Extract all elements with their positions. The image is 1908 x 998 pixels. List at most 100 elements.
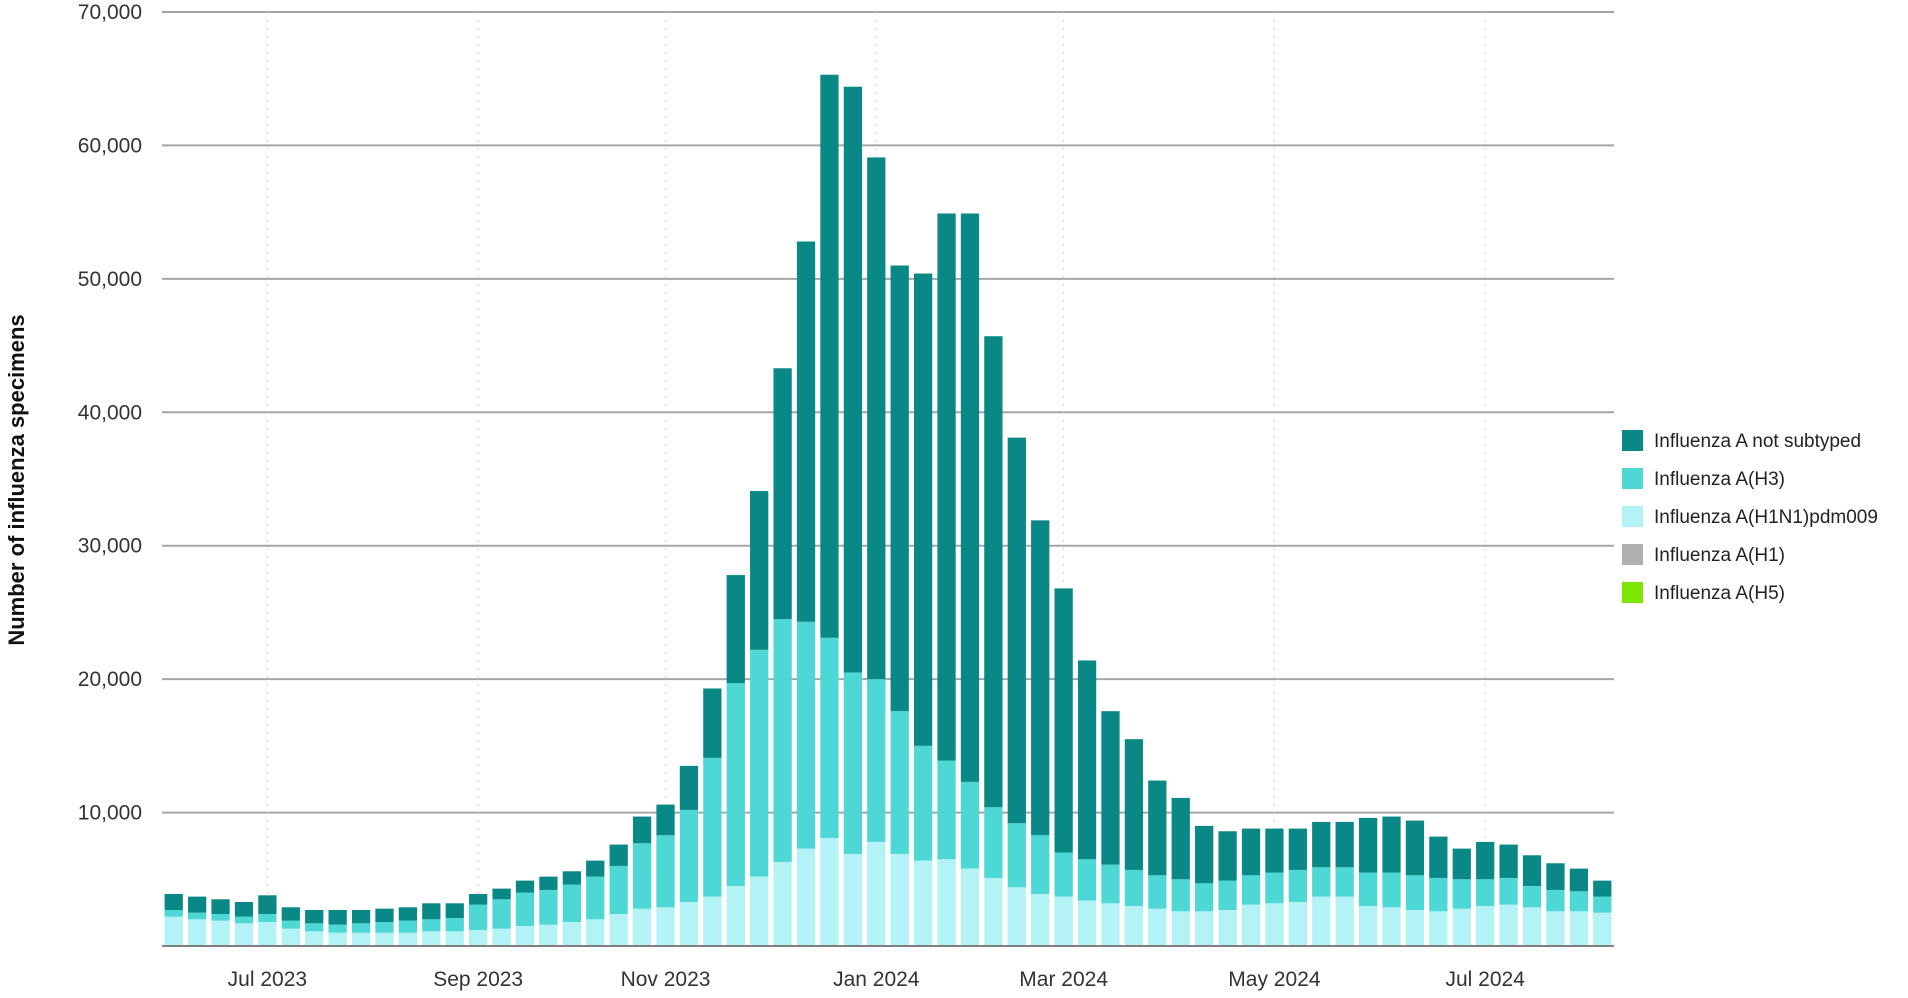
bar-segment bbox=[843, 86, 863, 673]
bar-segment bbox=[398, 920, 418, 933]
x-tick-label: Jan 2024 bbox=[833, 968, 920, 991]
bar-segment bbox=[1241, 875, 1261, 905]
bar-segment bbox=[328, 924, 347, 933]
bar-segment bbox=[632, 908, 652, 946]
bar-segment bbox=[1335, 821, 1354, 868]
bar-segment bbox=[164, 916, 183, 946]
bar-segment bbox=[1429, 911, 1448, 946]
bar-segment bbox=[281, 920, 300, 929]
x-axis: Jul 2023 Sep 2023 Nov 2023 Jan 2024 Mar 2024… bbox=[162, 945, 1614, 991]
bar-segment bbox=[164, 893, 183, 910]
bar-segment bbox=[1218, 831, 1237, 881]
bar-segment bbox=[1077, 900, 1097, 946]
bar-segment bbox=[1382, 907, 1401, 946]
bar-segment bbox=[1218, 909, 1237, 946]
bar-segment bbox=[773, 861, 792, 946]
legend-swatch bbox=[1622, 468, 1643, 489]
legend-label: Influenza A(H1N1)pdm009 bbox=[1654, 507, 1878, 528]
bar-segment bbox=[867, 841, 886, 946]
bar-segment bbox=[1335, 867, 1354, 897]
bar-segment bbox=[305, 923, 324, 932]
bar-segment bbox=[843, 853, 863, 946]
bar-segment bbox=[398, 907, 418, 921]
bar-segment bbox=[562, 921, 581, 946]
bar-segment bbox=[1241, 904, 1261, 946]
bar-segment bbox=[609, 865, 628, 914]
bar-segment bbox=[726, 575, 745, 684]
bar-segment bbox=[1312, 867, 1331, 897]
bar-segment bbox=[469, 904, 488, 930]
bar-segment bbox=[1405, 909, 1425, 946]
bar-segment bbox=[1218, 880, 1237, 910]
bar-segment bbox=[258, 913, 277, 922]
bar-segment bbox=[351, 923, 371, 933]
bar-segment bbox=[1382, 872, 1401, 908]
bar-segment bbox=[1171, 797, 1190, 880]
bar-segment bbox=[1101, 864, 1120, 904]
bar-segment bbox=[1007, 887, 1026, 946]
legend-swatch bbox=[1622, 582, 1643, 603]
bar-segment bbox=[1288, 869, 1307, 902]
bar-segment bbox=[937, 213, 956, 761]
bar-segment bbox=[1148, 780, 1167, 876]
legend-label: Influenza A(H1) bbox=[1654, 545, 1785, 566]
bar-segment bbox=[234, 923, 254, 946]
bar-segment bbox=[1476, 879, 1495, 906]
bar-segment bbox=[1522, 885, 1542, 908]
bar-segment bbox=[351, 932, 371, 946]
bar-segment bbox=[562, 884, 581, 922]
legend-swatch bbox=[1622, 544, 1643, 565]
bar-segment bbox=[820, 837, 839, 946]
bar-segment bbox=[1101, 903, 1120, 946]
bar-segment bbox=[750, 649, 769, 877]
bar-segment bbox=[1101, 711, 1120, 865]
bar-segment bbox=[187, 896, 207, 913]
bar-segment bbox=[1358, 817, 1378, 873]
bar-segment bbox=[656, 835, 675, 908]
bar-stacks bbox=[164, 74, 1612, 946]
bar-segment bbox=[258, 895, 277, 914]
bar-segment bbox=[632, 816, 652, 844]
bar-segment bbox=[679, 765, 699, 810]
bar-segment bbox=[375, 908, 394, 922]
bar-segment bbox=[445, 903, 464, 918]
bar-segment bbox=[609, 913, 628, 946]
y-axis-title: Number of influenza specimens bbox=[4, 314, 29, 645]
bar-segment bbox=[1593, 896, 1612, 913]
bar-segment bbox=[469, 893, 488, 905]
bar-segment bbox=[1241, 828, 1261, 876]
bar-segment bbox=[913, 860, 933, 946]
bar-segment bbox=[1358, 872, 1378, 906]
y-tick-label: 50,000 bbox=[78, 268, 142, 291]
bar-segment bbox=[1148, 875, 1167, 909]
legend-swatch bbox=[1622, 430, 1643, 451]
bar-segment bbox=[398, 932, 418, 946]
bar-segment bbox=[234, 901, 254, 917]
bar-segment bbox=[586, 919, 605, 946]
bar-segment bbox=[234, 916, 254, 924]
bar-segment bbox=[1476, 841, 1495, 880]
bar-segment bbox=[1569, 868, 1589, 892]
bar-segment bbox=[1522, 855, 1542, 886]
bar-segment bbox=[1499, 877, 1518, 905]
x-tick-label: May 2024 bbox=[1228, 968, 1321, 991]
bar-segment bbox=[1288, 828, 1307, 870]
bar-segment bbox=[984, 336, 1003, 808]
bar-segment bbox=[492, 928, 511, 946]
bar-segment bbox=[281, 907, 300, 921]
bar-segment bbox=[562, 871, 581, 885]
bar-segment bbox=[1054, 896, 1073, 946]
bar-segment bbox=[1195, 825, 1214, 884]
x-tick-label: Mar 2024 bbox=[1019, 968, 1108, 991]
legend: Influenza A not subtyped Influenza A(H3) I… bbox=[1622, 430, 1878, 604]
bar-segment bbox=[1429, 877, 1448, 912]
bar-segment bbox=[937, 859, 956, 946]
bar-segment bbox=[867, 157, 886, 680]
bar-segment bbox=[1546, 863, 1565, 890]
bar-segment bbox=[1007, 437, 1026, 824]
bar-segment bbox=[820, 74, 839, 638]
bar-segment bbox=[726, 683, 745, 886]
bar-segment bbox=[1195, 911, 1214, 946]
bar-segment bbox=[656, 907, 675, 946]
bar-segment bbox=[1054, 588, 1073, 853]
